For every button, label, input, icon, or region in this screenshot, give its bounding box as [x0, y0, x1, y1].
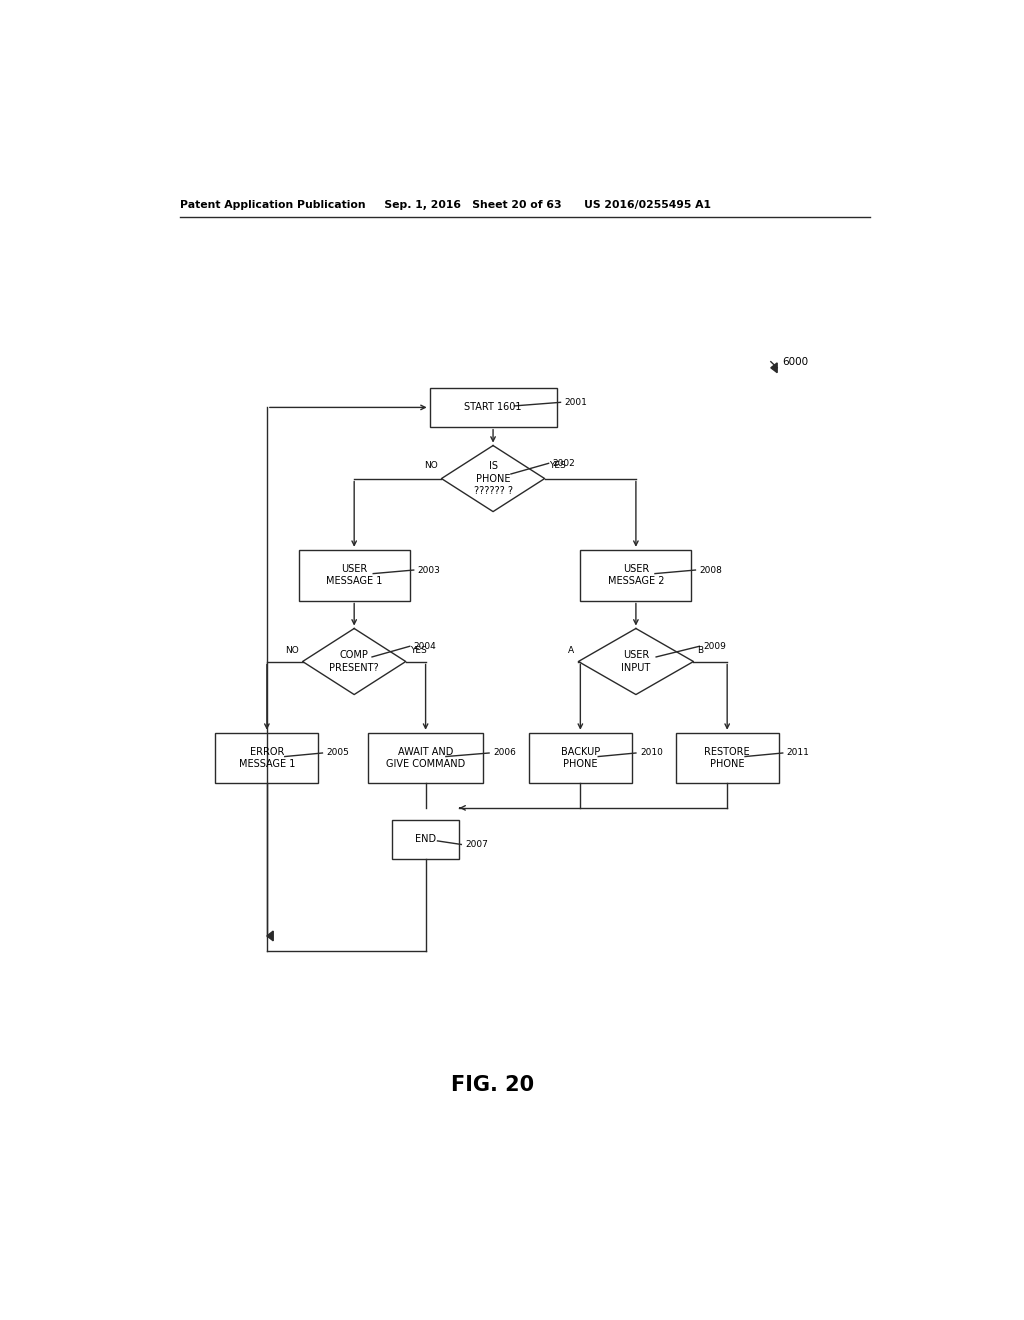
FancyBboxPatch shape	[430, 388, 557, 426]
Text: NO: NO	[285, 647, 299, 656]
Text: FIG. 20: FIG. 20	[452, 1076, 535, 1096]
Text: IS
PHONE
?????? ?: IS PHONE ?????? ?	[473, 461, 513, 496]
FancyBboxPatch shape	[581, 549, 691, 601]
Text: 2009: 2009	[703, 642, 726, 651]
Text: USER
MESSAGE 2: USER MESSAGE 2	[607, 564, 665, 586]
Text: YES: YES	[549, 462, 565, 470]
Text: END: END	[415, 834, 436, 845]
Text: 2007: 2007	[465, 840, 488, 849]
Text: USER
MESSAGE 1: USER MESSAGE 1	[326, 564, 382, 586]
Polygon shape	[267, 931, 273, 941]
Text: START 1601: START 1601	[464, 403, 522, 412]
Text: 2002: 2002	[553, 459, 575, 467]
FancyBboxPatch shape	[392, 820, 460, 859]
Text: 2001: 2001	[564, 397, 588, 407]
Text: COMP
PRESENT?: COMP PRESENT?	[330, 651, 379, 673]
Text: 2010: 2010	[640, 748, 663, 758]
Text: NO: NO	[424, 462, 437, 470]
Text: YES: YES	[410, 647, 426, 656]
Text: Patent Application Publication     Sep. 1, 2016   Sheet 20 of 63      US 2016/02: Patent Application Publication Sep. 1, 2…	[179, 201, 711, 210]
Text: 2006: 2006	[494, 748, 516, 758]
Text: 2004: 2004	[414, 642, 436, 651]
FancyBboxPatch shape	[676, 733, 778, 784]
FancyBboxPatch shape	[528, 733, 632, 784]
Text: 2005: 2005	[327, 748, 349, 758]
Text: A: A	[568, 647, 574, 656]
Text: USER
INPUT: USER INPUT	[622, 651, 650, 673]
FancyBboxPatch shape	[368, 733, 483, 784]
Polygon shape	[771, 363, 777, 372]
Text: 2011: 2011	[786, 748, 810, 758]
Text: ERROR
MESSAGE 1: ERROR MESSAGE 1	[239, 747, 295, 770]
Text: RESTORE
PHONE: RESTORE PHONE	[705, 747, 750, 770]
FancyBboxPatch shape	[215, 733, 318, 784]
Text: BACKUP
PHONE: BACKUP PHONE	[561, 747, 600, 770]
Text: 6000: 6000	[782, 356, 809, 367]
FancyBboxPatch shape	[299, 549, 410, 601]
Text: 2008: 2008	[699, 565, 722, 574]
Text: AWAIT AND
GIVE COMMAND: AWAIT AND GIVE COMMAND	[386, 747, 465, 770]
Text: B: B	[697, 647, 703, 656]
Text: 2003: 2003	[418, 565, 440, 574]
